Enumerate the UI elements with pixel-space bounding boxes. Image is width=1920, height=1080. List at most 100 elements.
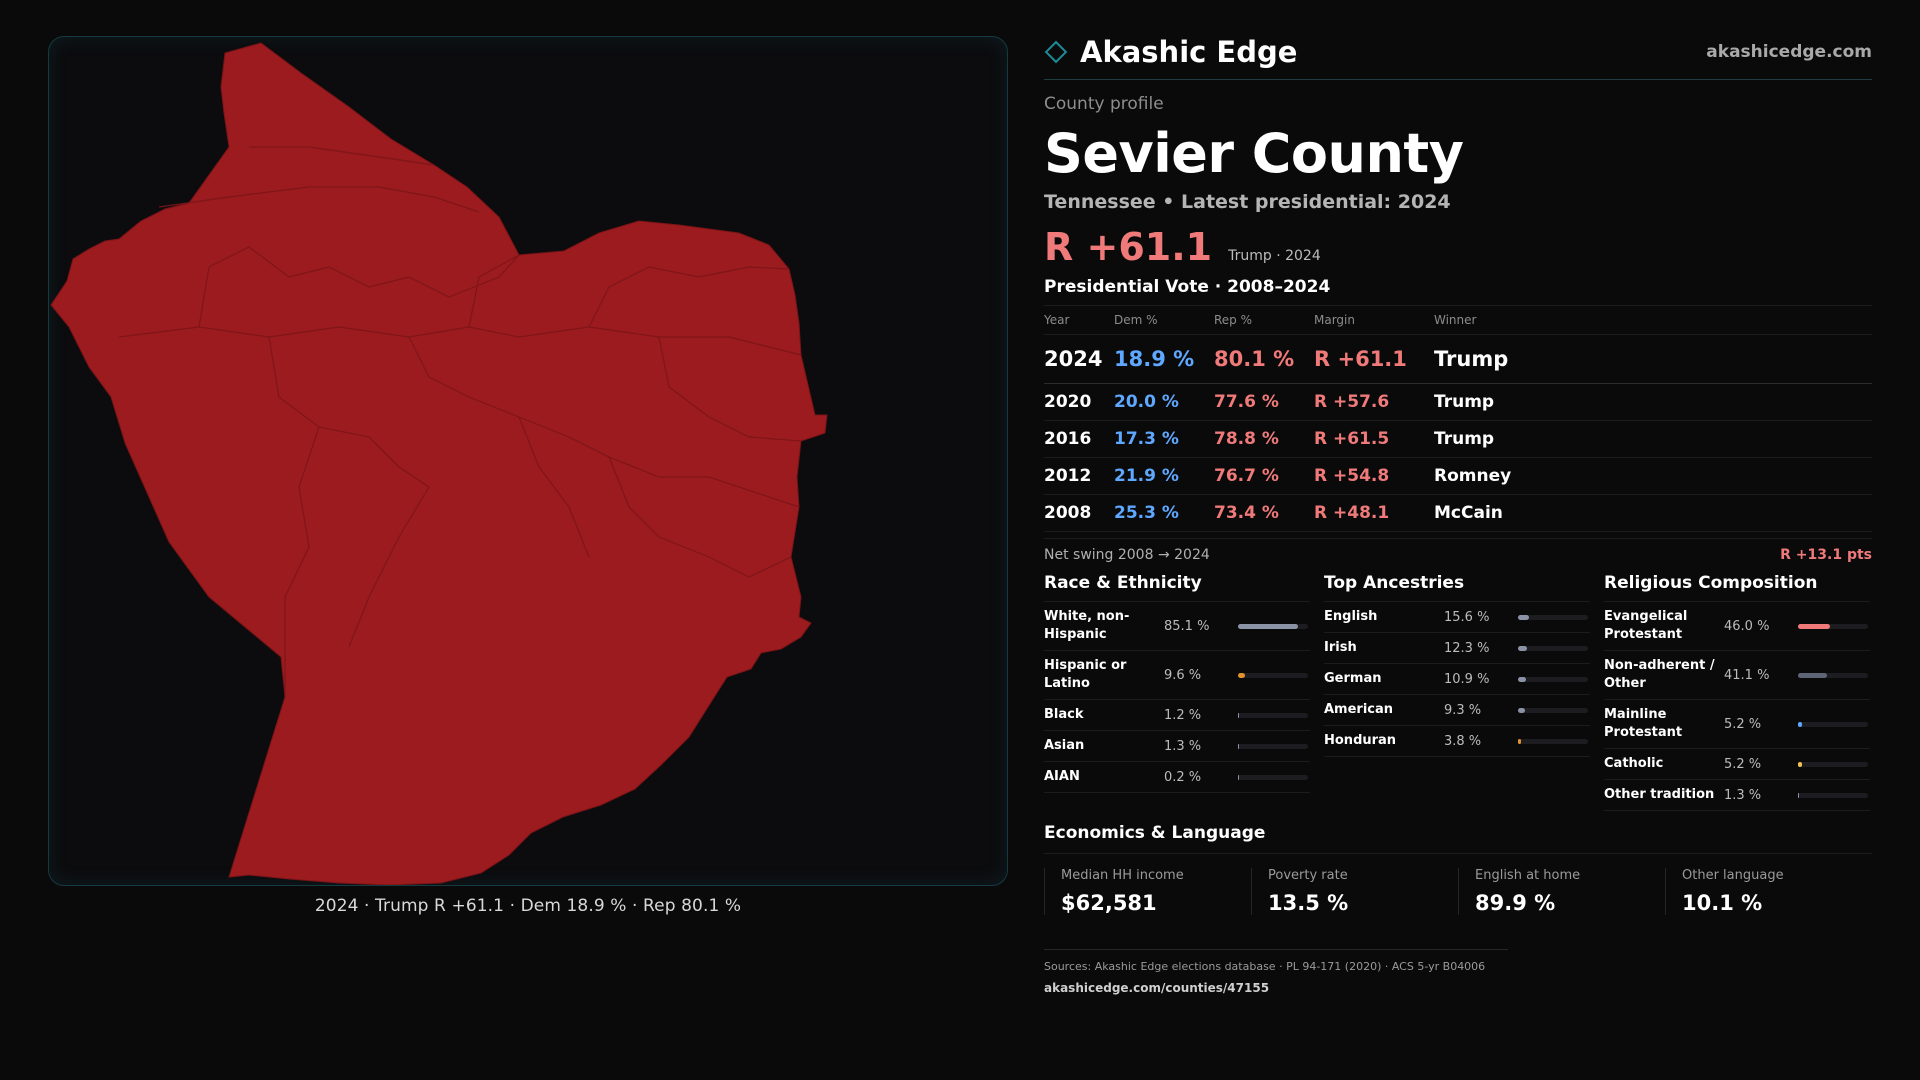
stat-label: Irish bbox=[1324, 640, 1357, 655]
econ-stat: English at home 89.9 % bbox=[1458, 868, 1665, 915]
table-header-row: Year Dem % Rep % Margin Winner bbox=[1044, 305, 1872, 335]
headline-note: Trump · 2024 bbox=[1228, 248, 1321, 264]
stat-value: 9.3 % bbox=[1444, 702, 1482, 718]
stat-bar-track bbox=[1238, 623, 1308, 629]
stat-bar-fill bbox=[1518, 738, 1521, 744]
stat-value: 1.3 % bbox=[1724, 787, 1762, 803]
stat-row: Mainline Protestant 5.2 % bbox=[1604, 700, 1870, 749]
stat-bar-fill bbox=[1238, 623, 1298, 629]
stat-bar-fill bbox=[1518, 645, 1527, 651]
stat-label: Evangelical Protestant bbox=[1604, 609, 1688, 642]
stat-row: Other tradition 1.3 % bbox=[1604, 780, 1870, 811]
profile-panel: Akashic Edge akashicedge.com County prof… bbox=[1044, 30, 1872, 995]
stat-label: Black bbox=[1044, 707, 1084, 722]
religion-section: Religious Composition Evangelical Protes… bbox=[1604, 573, 1870, 811]
stat-row: Honduran 3.8 % bbox=[1324, 726, 1590, 757]
dem-cell: 18.9 % bbox=[1114, 334, 1214, 384]
stat-value: 5.2 % bbox=[1724, 756, 1762, 772]
stat-bar-fill bbox=[1798, 623, 1831, 629]
stat-value: 1.2 % bbox=[1164, 707, 1202, 723]
stat-bar-fill bbox=[1238, 743, 1240, 749]
demographics-grid: Race & Ethnicity White, non-Hispanic 85.1… bbox=[1044, 573, 1872, 811]
brand-name: Akashic Edge bbox=[1080, 34, 1298, 69]
stat-row: Asian 1.3 % bbox=[1044, 731, 1310, 762]
stat-label: Asian bbox=[1044, 738, 1085, 753]
race-ethnicity-section: Race & Ethnicity White, non-Hispanic 85.1… bbox=[1044, 573, 1310, 811]
stat-bar-track bbox=[1798, 761, 1868, 767]
headline-margin: R +61.1 bbox=[1044, 225, 1213, 269]
stat-bar-track bbox=[1518, 707, 1588, 713]
stat-label: Hispanic or Latino bbox=[1044, 658, 1127, 691]
rep-cell: 77.6 % bbox=[1214, 383, 1314, 421]
stat-bar-fill bbox=[1518, 707, 1525, 713]
stat-label: English bbox=[1324, 609, 1378, 624]
county-map[interactable] bbox=[49, 37, 1008, 886]
stat-row: American 9.3 % bbox=[1324, 695, 1590, 726]
stat-value: 85.1 % bbox=[1164, 618, 1210, 634]
section-title: Race & Ethnicity bbox=[1044, 573, 1310, 602]
site-url-link[interactable]: akashicedge.com bbox=[1706, 41, 1872, 62]
stat-value: 9.6 % bbox=[1164, 667, 1202, 683]
dem-cell: 17.3 % bbox=[1114, 420, 1214, 458]
rep-cell: 73.4 % bbox=[1214, 494, 1314, 532]
rep-cell: 76.7 % bbox=[1214, 457, 1314, 495]
winner-cell: Trump bbox=[1434, 334, 1872, 384]
county-shape[interactable] bbox=[50, 42, 828, 885]
stat-value: 1.3 % bbox=[1164, 738, 1202, 754]
econ-value: 10.1 % bbox=[1682, 891, 1763, 915]
winner-cell: Romney bbox=[1434, 457, 1872, 495]
column-header-year: Year bbox=[1044, 305, 1114, 335]
sources-footer: Sources: Akashic Edge elections database… bbox=[1044, 949, 1508, 995]
stat-bar-fill bbox=[1238, 672, 1245, 678]
stat-value: 10.9 % bbox=[1444, 671, 1490, 687]
econ-value: 89.9 % bbox=[1475, 891, 1556, 915]
econ-stat: Median HH income $62,581 bbox=[1044, 868, 1251, 915]
brand[interactable]: Akashic Edge bbox=[1044, 35, 1297, 69]
stat-bar-track bbox=[1518, 738, 1588, 744]
stat-value: 15.6 % bbox=[1444, 609, 1490, 625]
headline-margin-row: R +61.1 Trump · 2024 bbox=[1044, 225, 1872, 269]
presidential-vote-table: Year Dem % Rep % Margin Winner 2024 18.9… bbox=[1044, 305, 1872, 532]
stat-row: Evangelical Protestant 46.0 % bbox=[1604, 602, 1870, 651]
stat-bar-track bbox=[1518, 645, 1588, 651]
winner-cell: Trump bbox=[1434, 420, 1872, 458]
stat-row: German 10.9 % bbox=[1324, 664, 1590, 695]
winner-cell: Trump bbox=[1434, 383, 1872, 421]
econ-stat: Poverty rate 13.5 % bbox=[1251, 868, 1458, 915]
margin-cell: R +54.8 bbox=[1314, 457, 1434, 495]
county-map-panel[interactable] bbox=[48, 36, 1008, 886]
stat-bar-fill bbox=[1518, 614, 1529, 620]
stat-bar-track bbox=[1798, 623, 1868, 629]
stat-bar-track bbox=[1798, 672, 1868, 678]
county-url-link[interactable]: akashicedge.com/counties/47155 bbox=[1044, 981, 1270, 995]
stat-bar-track bbox=[1238, 743, 1308, 749]
stat-bar-fill bbox=[1238, 774, 1240, 780]
stat-label: German bbox=[1324, 671, 1382, 686]
stat-label: Honduran bbox=[1324, 733, 1397, 748]
section-title: Top Ancestries bbox=[1324, 573, 1590, 602]
diamond-icon bbox=[1044, 40, 1068, 63]
economics-grid: Median HH income $62,581 Poverty rate 13… bbox=[1044, 868, 1872, 915]
map-caption: 2024 · Trump R +61.1 · Dem 18.9 % · Rep … bbox=[314, 896, 742, 916]
eyebrow: County profile bbox=[1044, 94, 1164, 114]
year-cell: 2012 bbox=[1044, 457, 1114, 495]
year-cell: 2024 bbox=[1044, 334, 1114, 384]
stat-label: AIAN bbox=[1044, 769, 1080, 784]
dem-cell: 21.9 % bbox=[1114, 457, 1214, 495]
stat-bar-track bbox=[1798, 792, 1868, 798]
table-row[interactable]: 2008 25.3 % 73.4 % R +48.1 McCain bbox=[1044, 494, 1872, 532]
subtitle: Tennessee • Latest presidential: 2024 bbox=[1044, 191, 1451, 213]
table-row[interactable]: 2012 21.9 % 76.7 % R +54.8 Romney bbox=[1044, 457, 1872, 495]
stat-row: Catholic 5.2 % bbox=[1604, 749, 1870, 780]
margin-cell: R +61.1 bbox=[1314, 334, 1434, 384]
year-cell: 2008 bbox=[1044, 494, 1114, 532]
table-row[interactable]: 2016 17.3 % 78.8 % R +61.5 Trump bbox=[1044, 420, 1872, 458]
stat-row: Black 1.2 % bbox=[1044, 700, 1310, 731]
stat-bar-track bbox=[1238, 774, 1308, 780]
stat-label: Non-adherent / Other bbox=[1604, 658, 1715, 691]
stat-label: Mainline Protestant bbox=[1604, 707, 1683, 740]
table-row[interactable]: 2020 20.0 % 77.6 % R +57.6 Trump bbox=[1044, 383, 1872, 421]
header: Akashic Edge akashicedge.com bbox=[1044, 30, 1872, 80]
table-row[interactable]: 2024 18.9 % 80.1 % R +61.1 Trump bbox=[1044, 334, 1872, 384]
ancestry-section: Top Ancestries English 15.6 % Irish 12.3 % G… bbox=[1324, 573, 1590, 811]
